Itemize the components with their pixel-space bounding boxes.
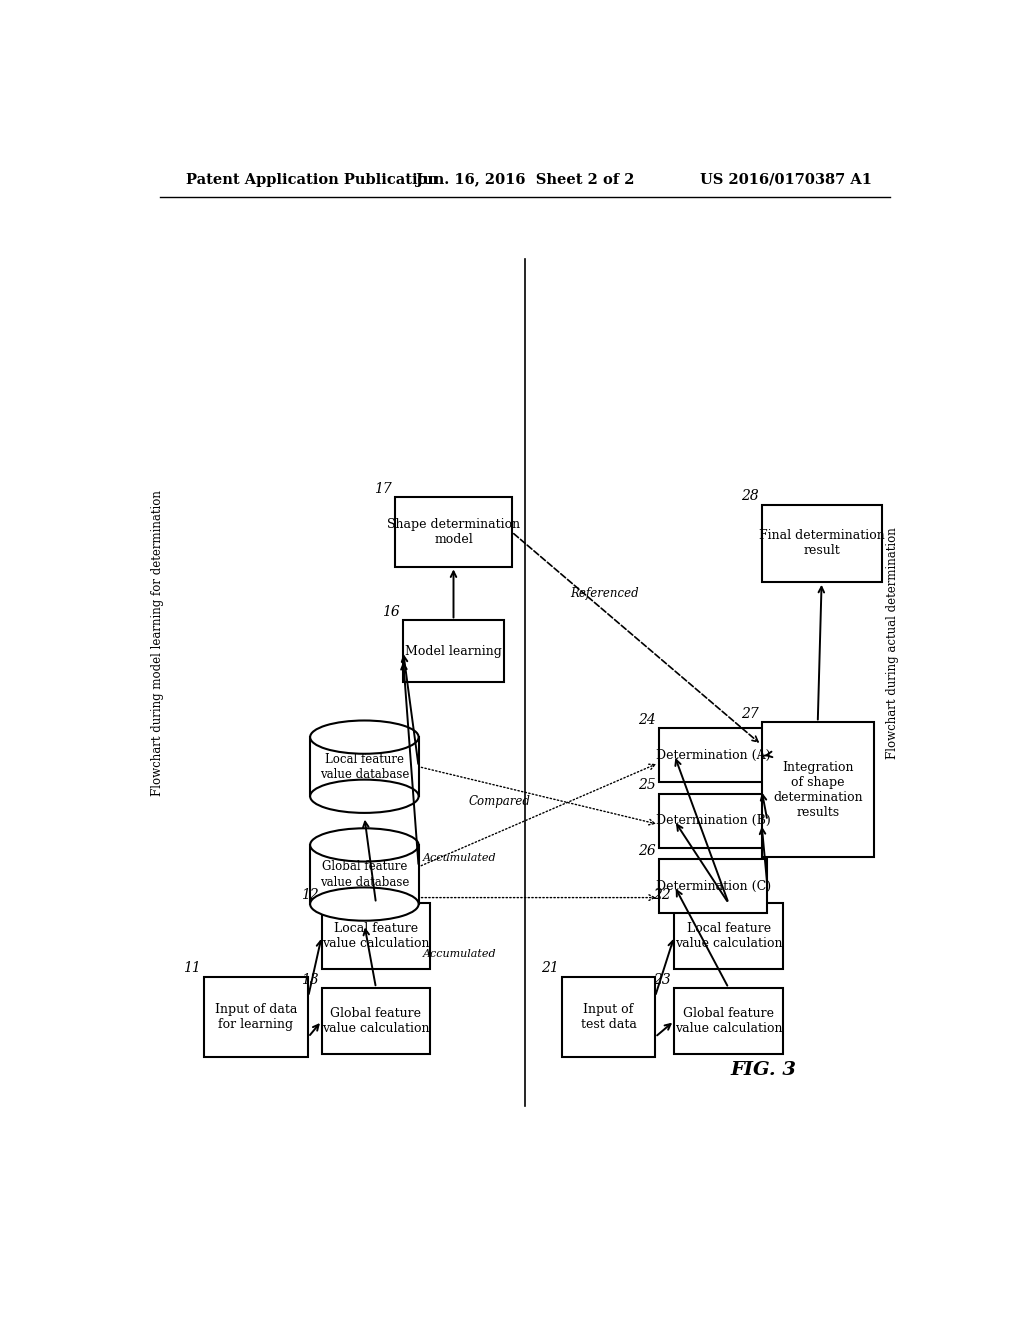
- Ellipse shape: [310, 829, 419, 862]
- Ellipse shape: [310, 887, 419, 921]
- Text: 13: 13: [301, 973, 318, 986]
- Text: 27: 27: [740, 708, 759, 721]
- Text: 17: 17: [375, 482, 392, 496]
- Bar: [204, 977, 308, 1057]
- Text: Global feature
value database: Global feature value database: [319, 861, 409, 888]
- Text: 26: 26: [638, 843, 655, 858]
- Text: FIG. 3: FIG. 3: [730, 1061, 797, 1078]
- Text: Local feature
value calculation: Local feature value calculation: [675, 923, 782, 950]
- Text: 16: 16: [382, 605, 400, 619]
- Text: Integration
of shape
determination
results: Integration of shape determination resul…: [773, 760, 862, 818]
- Text: Input of
test data: Input of test data: [581, 1003, 637, 1031]
- Text: 25: 25: [638, 777, 655, 792]
- Text: Local feature
value calculation: Local feature value calculation: [323, 923, 430, 950]
- Text: Determination (A): Determination (A): [656, 748, 770, 762]
- Bar: [310, 737, 419, 796]
- Bar: [675, 903, 783, 969]
- Text: 23: 23: [653, 973, 672, 986]
- Text: 11: 11: [182, 961, 201, 975]
- Text: Local feature
value database: Local feature value database: [319, 752, 409, 780]
- Bar: [403, 620, 504, 682]
- Text: Accumulated: Accumulated: [423, 853, 496, 863]
- Text: Patent Application Publication: Patent Application Publication: [186, 173, 438, 187]
- Text: Model learning: Model learning: [406, 644, 502, 657]
- Text: Flowchart during actual determination: Flowchart during actual determination: [886, 528, 899, 759]
- Text: 12: 12: [301, 888, 318, 902]
- Bar: [395, 498, 512, 566]
- Bar: [762, 722, 873, 857]
- Bar: [322, 989, 430, 1053]
- Text: Shape determination
model: Shape determination model: [387, 517, 520, 546]
- Bar: [658, 859, 767, 913]
- Text: Determination (C): Determination (C): [655, 879, 771, 892]
- Bar: [562, 977, 655, 1057]
- Text: Accumulated: Accumulated: [423, 949, 496, 960]
- Bar: [310, 845, 419, 904]
- Text: Global feature
value calculation: Global feature value calculation: [323, 1007, 430, 1035]
- Text: Referenced: Referenced: [569, 587, 638, 601]
- Text: Final determination
result: Final determination result: [759, 529, 885, 557]
- Text: Input of data
for learning: Input of data for learning: [215, 1003, 297, 1031]
- Text: Compared: Compared: [469, 795, 530, 808]
- Ellipse shape: [310, 721, 419, 754]
- Text: Global feature
value calculation: Global feature value calculation: [675, 1007, 782, 1035]
- Bar: [658, 793, 767, 847]
- Text: 21: 21: [541, 961, 559, 975]
- Bar: [658, 729, 767, 781]
- Bar: [322, 903, 430, 969]
- Bar: [762, 506, 882, 582]
- Text: 24: 24: [638, 713, 655, 726]
- Text: Jun. 16, 2016  Sheet 2 of 2: Jun. 16, 2016 Sheet 2 of 2: [416, 173, 634, 187]
- Bar: [675, 989, 783, 1053]
- Ellipse shape: [310, 780, 419, 813]
- Text: 22: 22: [653, 888, 672, 902]
- Text: Flowchart during model learning for determination: Flowchart during model learning for dete…: [151, 491, 164, 796]
- Text: US 2016/0170387 A1: US 2016/0170387 A1: [700, 173, 872, 187]
- Text: Determination (B): Determination (B): [655, 814, 770, 828]
- Text: 28: 28: [740, 490, 759, 503]
